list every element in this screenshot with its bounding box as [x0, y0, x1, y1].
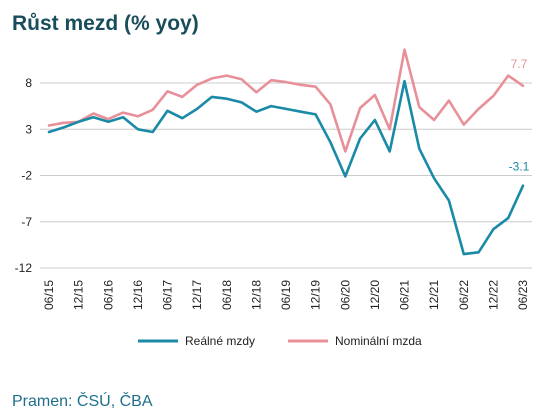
- series-end-label: -3.1: [509, 160, 530, 174]
- x-tick-label: 12/18: [249, 280, 263, 310]
- x-tick-label: 06/16: [101, 280, 115, 310]
- x-tick-label: 12/22: [486, 280, 500, 310]
- y-tick-label: 3: [25, 122, 32, 136]
- x-tick-label: 06/17: [161, 280, 175, 310]
- x-tick-label: 06/19: [279, 280, 293, 310]
- x-tick-label: 06/20: [338, 280, 352, 310]
- x-tick-label: 06/18: [220, 280, 234, 310]
- y-tick-label: 8: [25, 76, 32, 90]
- x-tick-label: 12/21: [427, 280, 441, 310]
- x-tick-label: 12/20: [368, 280, 382, 310]
- series-line: [47, 48, 525, 153]
- source-note: Pramen: ČSÚ, ČBA: [12, 393, 153, 410]
- legend-label: Reálné mzdy: [185, 334, 255, 348]
- x-tick-label: 12/15: [72, 280, 86, 310]
- y-tick-label: -7: [21, 215, 32, 229]
- x-tick-label: 12/19: [309, 280, 323, 310]
- legend-label: Nominální mzda: [335, 334, 422, 348]
- x-tick-label: 06/23: [516, 280, 530, 310]
- x-tick-label: 12/17: [190, 280, 204, 310]
- x-tick-label: 06/15: [42, 280, 56, 310]
- x-tick-label: 12/16: [131, 280, 145, 310]
- y-tick-label: -2: [21, 169, 32, 183]
- chart-title: Růst mezd (% yoy): [12, 12, 199, 35]
- x-tick-label: 06/21: [398, 280, 412, 310]
- y-tick-label: -12: [15, 261, 33, 275]
- series-end-label: 7.7: [511, 57, 528, 71]
- x-tick-label: 06/22: [457, 280, 471, 310]
- series-line: [47, 79, 525, 256]
